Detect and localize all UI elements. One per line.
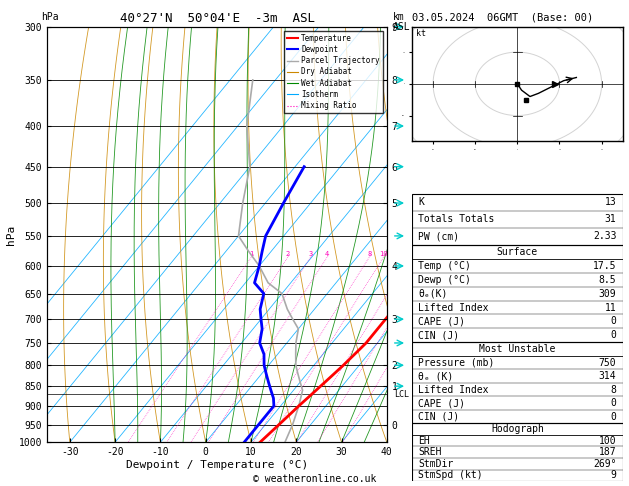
Text: 17.5: 17.5 — [593, 260, 616, 271]
Text: Hodograph: Hodograph — [491, 424, 544, 434]
Text: Lifted Index: Lifted Index — [418, 302, 489, 312]
Legend: Temperature, Dewpoint, Parcel Trajectory, Dry Adiabat, Wet Adiabat, Isotherm, Mi: Temperature, Dewpoint, Parcel Trajectory… — [284, 31, 383, 113]
Text: 2: 2 — [286, 251, 290, 257]
Text: hPa: hPa — [41, 12, 58, 22]
Text: Totals Totals: Totals Totals — [418, 214, 494, 224]
Text: CIN (J): CIN (J) — [418, 330, 459, 340]
Text: 0: 0 — [611, 412, 616, 421]
Text: CAPE (J): CAPE (J) — [418, 398, 465, 408]
Text: 31: 31 — [604, 214, 616, 224]
Text: 40°27'N  50°04'E  -3m  ASL: 40°27'N 50°04'E -3m ASL — [120, 12, 314, 25]
Text: Pressure (mb): Pressure (mb) — [418, 358, 494, 367]
Text: LCL: LCL — [394, 390, 409, 399]
Text: 2.33: 2.33 — [593, 231, 616, 242]
Text: 10: 10 — [379, 251, 387, 257]
Text: 0: 0 — [611, 330, 616, 340]
Text: 100: 100 — [599, 435, 616, 446]
Text: SREH: SREH — [418, 447, 442, 457]
Text: 309: 309 — [599, 289, 616, 298]
Text: 3: 3 — [308, 251, 313, 257]
Text: PW (cm): PW (cm) — [418, 231, 459, 242]
Text: θₑ(K): θₑ(K) — [418, 289, 448, 298]
Text: 0: 0 — [611, 316, 616, 327]
Text: EH: EH — [418, 435, 430, 446]
Text: 4: 4 — [325, 251, 329, 257]
Text: CAPE (J): CAPE (J) — [418, 316, 465, 327]
Text: © weatheronline.co.uk: © weatheronline.co.uk — [253, 473, 376, 484]
Text: 11: 11 — [604, 302, 616, 312]
Text: 03.05.2024  06GMT  (Base: 00): 03.05.2024 06GMT (Base: 00) — [412, 12, 593, 22]
Text: 9: 9 — [611, 470, 616, 480]
Text: Most Unstable: Most Unstable — [479, 344, 555, 354]
Y-axis label: hPa: hPa — [6, 225, 16, 244]
X-axis label: Dewpoint / Temperature (°C): Dewpoint / Temperature (°C) — [126, 460, 308, 470]
Text: Dewp (°C): Dewp (°C) — [418, 275, 471, 285]
Text: Surface: Surface — [497, 247, 538, 257]
Text: 1: 1 — [249, 251, 253, 257]
Text: StmSpd (kt): StmSpd (kt) — [418, 470, 483, 480]
Text: Temp (°C): Temp (°C) — [418, 260, 471, 271]
Text: 750: 750 — [599, 358, 616, 367]
Text: 269°: 269° — [593, 459, 616, 469]
Text: K: K — [418, 197, 424, 207]
Text: 314: 314 — [599, 371, 616, 381]
Text: 8: 8 — [611, 384, 616, 395]
Text: Lifted Index: Lifted Index — [418, 384, 489, 395]
Text: kt: kt — [416, 29, 426, 38]
Text: StmDir: StmDir — [418, 459, 454, 469]
Text: km
ASL: km ASL — [393, 12, 411, 32]
Text: 187: 187 — [599, 447, 616, 457]
Text: 8: 8 — [367, 251, 371, 257]
Text: 8.5: 8.5 — [599, 275, 616, 285]
Text: CIN (J): CIN (J) — [418, 412, 459, 421]
Text: θₑ (K): θₑ (K) — [418, 371, 454, 381]
Text: 13: 13 — [604, 197, 616, 207]
Text: 0: 0 — [611, 398, 616, 408]
